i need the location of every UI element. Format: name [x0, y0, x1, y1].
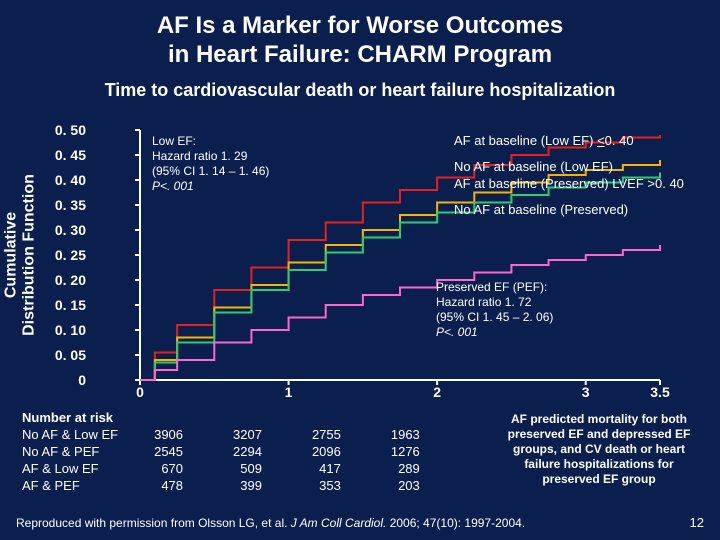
table-row: AF & PEF478399353203 — [22, 478, 444, 493]
x-tick: 1 — [285, 384, 293, 400]
x-tick: 3 — [582, 384, 590, 400]
number-at-risk-table: Number at risk No AF & Low EF39063207275… — [20, 408, 446, 495]
title-line-1: AF Is a Marker for Worse Outcomes — [157, 12, 563, 39]
citation: Reproduced with permission from Olsson L… — [16, 516, 525, 530]
y-tick: 0. 15 — [40, 297, 86, 313]
legend-item-3: AF at baseline (Preserved) LVEF >0. 40 — [454, 175, 684, 193]
legend-item-2: No AF at baseline (Low EF) — [454, 158, 684, 176]
y-tick: 0. 05 — [40, 347, 86, 363]
chart: Cumulative Distribution Function 0. 500.… — [56, 130, 676, 380]
table-row: No AF & Low EF3906320727551963 — [22, 427, 444, 442]
y-tick: 0. 50 — [40, 122, 86, 138]
table-row: No AF & PEF2545229420961276 — [22, 444, 444, 459]
table-row: AF & Low EF670509417289 — [22, 461, 444, 476]
page-number: 12 — [690, 515, 704, 530]
page-title: AF Is a Marker for Worse Outcomes in Hea… — [0, 0, 720, 70]
y-tick: 0. 45 — [40, 147, 86, 163]
y-tick: 0. 35 — [40, 197, 86, 213]
y-tick: 0. 10 — [40, 322, 86, 338]
title-line-2: in Heart Failure: CHARM Program — [168, 41, 552, 68]
y-tick: 0 — [40, 372, 86, 388]
y-tick: 0. 30 — [40, 222, 86, 238]
stats-preserved-ef: Preserved EF (PEF): Hazard ratio 1. 72 (… — [436, 280, 553, 340]
subtitle: Time to cardiovascular death or heart fa… — [0, 80, 720, 101]
y-tick: 0. 20 — [40, 272, 86, 288]
stats-low-ef: Low EF: Hazard ratio 1. 29 (95% CI 1. 14… — [152, 134, 269, 194]
summary-text: AF predicted mortality for both preserve… — [494, 412, 704, 487]
y-tick: 0. 40 — [40, 172, 86, 188]
x-tick: 2 — [433, 384, 441, 400]
y-axis-label: Cumulative Distribution Function — [2, 174, 37, 336]
x-tick: 3.5 — [650, 384, 669, 400]
legend-item-4: No AF at baseline (Preserved) — [454, 201, 684, 219]
risk-header: Number at risk — [22, 410, 444, 425]
y-tick: 0. 25 — [40, 247, 86, 263]
legend: AF at baseline (Low EF) <0. 40 No AF at … — [454, 132, 684, 218]
x-tick: 0 — [136, 384, 144, 400]
legend-item-1: AF at baseline (Low EF) <0. 40 — [454, 132, 684, 150]
